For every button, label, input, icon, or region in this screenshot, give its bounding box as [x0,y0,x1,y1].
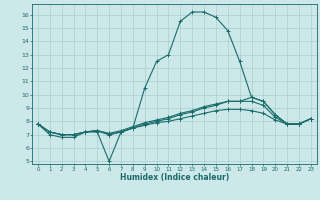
X-axis label: Humidex (Indice chaleur): Humidex (Indice chaleur) [120,173,229,182]
